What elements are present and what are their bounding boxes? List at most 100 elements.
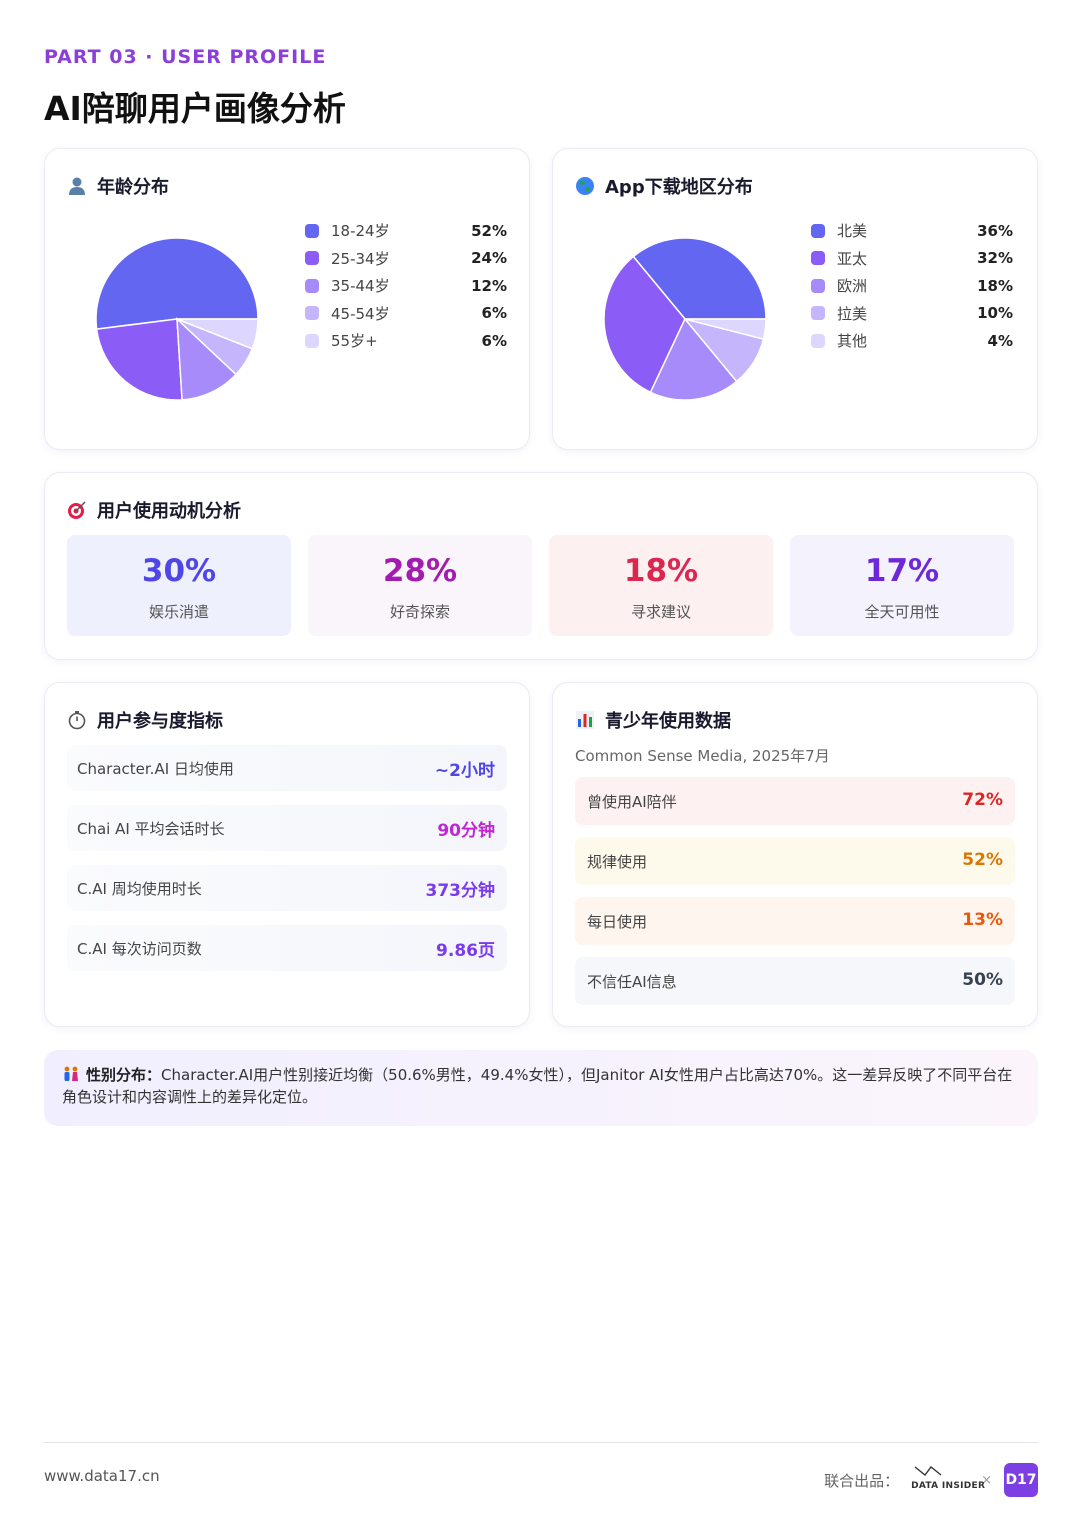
region-legend-item: 亚太 32% bbox=[811, 245, 1013, 273]
data-insider-logo: DATA INSIDER bbox=[911, 1463, 985, 1497]
note-label: 性别分布： bbox=[86, 1066, 162, 1084]
couple-icon bbox=[62, 1066, 80, 1082]
teen-source: Common Sense Media, 2025年7月 bbox=[575, 747, 830, 765]
age-legend-item: 25-34岁 24% bbox=[305, 245, 507, 273]
region-legend-item: 拉美 10% bbox=[811, 300, 1013, 328]
engagement-row: Character.AI 日均使用 ~2小时 bbox=[67, 745, 507, 791]
motivation-stat: 30% 娱乐消遣 bbox=[67, 535, 291, 636]
teen-stat-value: 52% bbox=[962, 850, 1003, 870]
engagement-label: Character.AI 日均使用 bbox=[77, 760, 234, 778]
times-sign: × bbox=[981, 1472, 992, 1488]
legend-swatch bbox=[305, 223, 319, 238]
engagement-value: 373分钟 bbox=[425, 881, 496, 901]
age-slice-2 bbox=[176, 317, 238, 401]
legend-label: 其他 bbox=[837, 332, 868, 351]
region-slice-2 bbox=[649, 317, 738, 401]
region-legend: 北美 36% 亚太 32% 欧洲 18% 拉美 10% 其他 4% bbox=[811, 217, 1013, 355]
gender-note: 性别分布：Character.AI用户性别接近均衡（50.6%男性，49.4%女… bbox=[44, 1050, 1038, 1126]
legend-swatch bbox=[305, 251, 319, 266]
joint-production-label: 联合出品： bbox=[824, 1471, 900, 1490]
region-legend-item: 其他 4% bbox=[811, 327, 1013, 355]
age-legend-item: 35-44岁 12% bbox=[305, 272, 507, 300]
footer-credits: 联合出品： DATA INSIDER × D17 bbox=[824, 1463, 1038, 1497]
engagement-value: 9.86页 bbox=[436, 941, 495, 961]
teen-stat-row: 规律使用 52% bbox=[575, 837, 1015, 885]
region-slice-0 bbox=[632, 237, 767, 320]
engagement-value: 90分钟 bbox=[437, 821, 495, 841]
legend-percent: 32% bbox=[977, 249, 1013, 268]
engagement-label: Chai AI 平均会话时长 bbox=[77, 820, 225, 838]
motivation-stat: 28% 好奇探索 bbox=[308, 535, 532, 636]
engagement-row: Chai AI 平均会话时长 90分钟 bbox=[67, 805, 507, 851]
legend-swatch bbox=[811, 306, 825, 321]
motivation-label: 娱乐消遣 bbox=[148, 603, 209, 621]
legend-swatch bbox=[305, 278, 319, 293]
legend-label: 18-24岁 bbox=[331, 222, 390, 241]
legend-swatch bbox=[811, 251, 825, 266]
legend-label: 拉美 bbox=[837, 304, 868, 323]
age-slice-4 bbox=[176, 318, 259, 350]
teen-stat-label: 曾使用AI陪伴 bbox=[587, 793, 677, 811]
motivation-value: 30% bbox=[141, 553, 217, 589]
teen-card-title: 青少年使用数据 bbox=[575, 707, 731, 733]
motivation-value: 17% bbox=[864, 553, 940, 589]
page-title: AI陪聊用户画像分析 bbox=[44, 89, 346, 128]
motivation-value: 28% bbox=[382, 553, 458, 589]
stopwatch-icon bbox=[67, 710, 87, 730]
bar-chart-icon bbox=[575, 710, 595, 730]
motivation-label: 寻求建议 bbox=[630, 603, 691, 621]
legend-swatch bbox=[811, 278, 825, 293]
teen-stat-row: 曾使用AI陪伴 72% bbox=[575, 777, 1015, 825]
legend-percent: 4% bbox=[987, 331, 1013, 350]
engagement-value: ~2小时 bbox=[434, 761, 495, 781]
legend-percent: 12% bbox=[471, 276, 507, 295]
d17-logo: D17 bbox=[1004, 1463, 1038, 1497]
legend-label: 25-34岁 bbox=[331, 249, 390, 268]
age-legend-item: 45-54岁 6% bbox=[305, 300, 507, 328]
region-distribution-card: App下载地区分布 北美 36% 亚太 32% 欧洲 18% 拉美 10% 其他 4% bbox=[552, 148, 1038, 450]
engagement-label: C.AI 周均使用时长 bbox=[77, 880, 202, 898]
engagement-label: C.AI 每次访问页数 bbox=[77, 940, 202, 958]
legend-percent: 36% bbox=[977, 221, 1013, 240]
region-legend-item: 欧洲 18% bbox=[811, 272, 1013, 300]
globe-icon bbox=[575, 176, 595, 196]
motivation-card-title: 用户使用动机分析 bbox=[67, 497, 241, 523]
motivation-label: 全天可用性 bbox=[864, 603, 940, 621]
legend-percent: 10% bbox=[977, 304, 1013, 323]
motivation-value: 18% bbox=[623, 553, 699, 589]
age-pie-chart bbox=[95, 237, 259, 401]
legend-percent: 6% bbox=[481, 304, 507, 323]
engagement-row: C.AI 周均使用时长 373分钟 bbox=[67, 865, 507, 911]
motivation-card: 用户使用动机分析 30% 娱乐消遣 28% 好奇探索 18% 寻求建议 17% 全天可用性 bbox=[44, 472, 1038, 660]
legend-percent: 18% bbox=[977, 276, 1013, 295]
teen-stat-row: 每日使用 13% bbox=[575, 897, 1015, 945]
age-legend-item: 18-24岁 52% bbox=[305, 217, 507, 245]
engagement-card-title: 用户参与度指标 bbox=[67, 707, 223, 733]
motivation-label: 好奇探索 bbox=[389, 603, 450, 621]
part-label: PART 03 · USER PROFILE bbox=[44, 46, 327, 68]
age-card-title: 年龄分布 bbox=[67, 173, 169, 199]
region-slice-4 bbox=[684, 318, 767, 341]
legend-label: 欧洲 bbox=[837, 277, 868, 296]
teen-usage-card: 青少年使用数据 Common Sense Media, 2025年7月 曾使用A… bbox=[552, 682, 1038, 1027]
engagement-card: 用户参与度指标 Character.AI 日均使用 ~2小时 Chai AI 平均会… bbox=[44, 682, 530, 1027]
age-legend-item: 55岁+ 6% bbox=[305, 327, 507, 355]
footer-divider bbox=[44, 1442, 1038, 1443]
region-pie-chart bbox=[603, 237, 767, 401]
teen-stat-value: 50% bbox=[962, 970, 1003, 990]
legend-percent: 6% bbox=[481, 331, 507, 350]
legend-label: 亚太 bbox=[837, 249, 868, 268]
legend-percent: 52% bbox=[471, 221, 507, 240]
teen-stat-label: 不信任AI信息 bbox=[587, 973, 677, 991]
region-card-title: App下载地区分布 bbox=[575, 173, 753, 199]
target-icon bbox=[67, 500, 87, 520]
footer-url[interactable]: www.data17.cn bbox=[44, 1467, 160, 1485]
region-legend-item: 北美 36% bbox=[811, 217, 1013, 245]
age-slice-1 bbox=[95, 318, 183, 401]
note-text: Character.AI用户性别接近均衡（50.6%男性，49.4%女性），但J… bbox=[62, 1066, 1013, 1106]
legend-swatch bbox=[811, 223, 825, 238]
region-slice-1 bbox=[603, 255, 686, 394]
legend-swatch bbox=[305, 306, 319, 321]
legend-swatch bbox=[305, 333, 319, 348]
legend-label: 北美 bbox=[837, 222, 868, 241]
